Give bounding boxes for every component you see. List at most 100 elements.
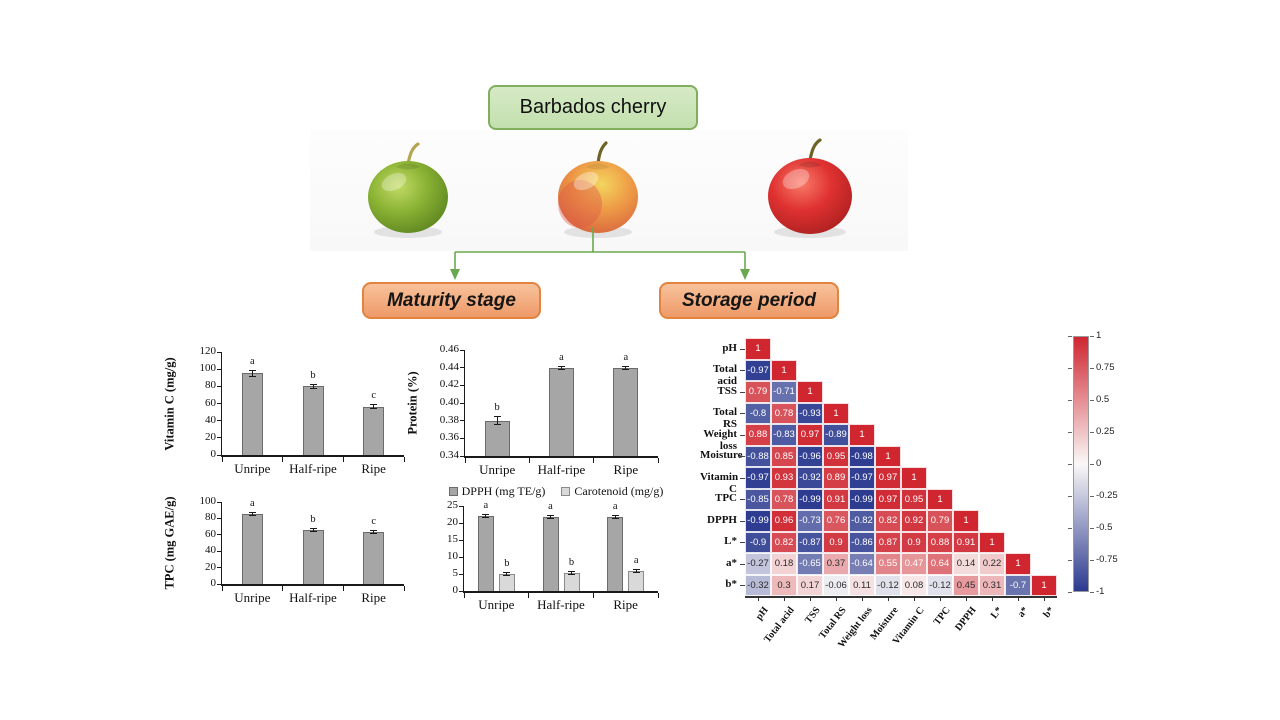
heatmap-col-tick [1044,596,1045,601]
heatmap-col-tick [888,596,889,601]
legend-item: DPPH (mg TE/g) [448,484,546,499]
significance-letter: a [249,498,255,510]
colorbar-gradient [1073,336,1089,592]
title-box: Barbados cherry [488,85,698,130]
y-tick-label: 0 [210,577,217,589]
vitamin-c-chart: 0 20 40 60 80 100 120 Vitamin C (mg/g) a Unripe b H… [163,345,405,476]
significance-letter: b [568,557,575,569]
heatmap-row-label: Moisture [700,449,743,462]
y-tick-mark [217,454,222,456]
y-tick-mark [217,501,222,503]
y-tick-mark [459,522,464,524]
heatmap-col-tick [836,596,837,601]
significance-letter: a [612,501,618,513]
protein-chart: 0.34 0.36 0.38 0.40 0.42 0.44 0.46 Protein (%) b… [406,343,659,477]
heatmap-col-label: TPC [931,605,953,628]
arrow-down-icon [740,269,750,280]
heatmap-cell: -0.99 [745,510,771,532]
x-tick-mark [282,457,284,462]
colorbar-tick-label: 0.75 [1096,362,1115,373]
heatmap-cell: 0.22 [979,553,1005,575]
y-tick-mark [217,550,222,552]
x-tick-mark [528,458,530,463]
colorbar-tick-label: 0.5 [1096,394,1110,405]
heatmap-cell: -0.93 [797,402,823,424]
x-category-label: Unripe [479,462,516,477]
heatmap-cell: -0.71 [771,381,797,403]
heatmap-cell: -0.96 [797,445,823,467]
y-tick-mark [459,539,464,541]
x-category-label: Ripe [361,590,386,605]
heatmap-cell: 0.97 [875,488,901,510]
x-category-label: Ripe [613,597,638,612]
heatmap-cell: -0.92 [797,467,823,489]
y-tick-label: 100 [199,495,217,507]
heatmap-cell: 0.3 [771,574,797,596]
heatmap-row-tick [740,456,745,458]
colorbar-tick-mark [1090,399,1094,401]
heatmap-cell: -0.8 [745,402,771,424]
bar [549,367,574,456]
heatmap-col-tick [992,596,993,601]
heatmap-cell: 1 [745,338,771,360]
heatmap-col-tick [810,596,811,601]
heatmap-cell: -0.97 [849,467,875,489]
legend-item: Carotenoid (mg/g) [561,484,663,499]
colorbar-tick-mark [1068,367,1072,369]
heatmap-col-label: a* [1015,605,1031,620]
heatmap-cell: 1 [1031,574,1057,596]
heatmap-col-tick [1018,596,1019,601]
maturity-stage-label: Maturity stage [387,289,516,311]
error-bar [568,571,575,576]
significance-letter: c [371,515,376,527]
heatmap-cell: -0.99 [849,488,875,510]
colorbar-tick-mark [1068,527,1072,529]
y-axis-label: TPC (mg GAE/g) [162,496,177,590]
error-bar [558,365,565,370]
heatmap-cell: 0.9 [823,531,849,553]
y-tick-label: 0 [210,448,217,460]
heatmap-row-label: a* [726,556,737,569]
heatmap-col-label: DPPH [953,605,979,634]
legend-label: DPPH (mg TE/g) [461,484,546,498]
significance-letter: a [249,356,255,368]
colorbar-tick-mark [1068,335,1072,337]
heatmap-cell: 0.97 [797,424,823,446]
heatmap-col-tick [966,596,967,601]
y-tick-mark [460,437,465,439]
error-bar [503,572,511,577]
colorbar-tick-label: -0.75 [1096,554,1118,565]
y-tick-mark [459,505,464,507]
y-tick-label: 0.38 [439,413,459,426]
bar [477,516,494,591]
y-tick-mark [460,455,465,457]
bar [302,386,324,455]
heatmap-cell: 1 [953,510,979,532]
significance-letter: a [633,554,639,566]
heatmap-row-label: Total RS [712,406,737,431]
heatmap-cell: 0.95 [901,488,927,510]
y-tick-label: 20 [447,516,458,528]
heatmap-cell: 0.96 [771,510,797,532]
colorbar-tick-mark [1090,559,1094,561]
heatmap-cell: 0.85 [771,445,797,467]
x-tick-mark [528,593,530,598]
colorbar-tick-mark [1068,399,1072,401]
heatmap-cell: 0.55 [875,553,901,575]
y-tick-label: 20 [205,430,216,443]
x-tick-mark [221,586,223,591]
colorbar-tick-mark [1090,335,1094,337]
heatmap-cell: -0.99 [797,488,823,510]
x-tick-mark [282,586,284,591]
x-category-label: Ripe [361,461,386,476]
heatmap-col-label: b* [1041,605,1057,621]
heatmap-row-label: Vitamin C [700,470,739,495]
heatmap-cell: -0.85 [745,488,771,510]
x-tick-mark [657,458,659,463]
heatmap-cell: -0.64 [849,553,875,575]
heatmap-cell: -0.06 [823,574,849,596]
heatmap-cell: -0.27 [745,553,771,575]
correlation-heatmap: 1 pH -0.97 1 Total acid 0.79 -0.71 1 TSS -0.8 0.78… [700,330,1100,675]
colorbar-tick-label: -1 [1096,586,1105,597]
